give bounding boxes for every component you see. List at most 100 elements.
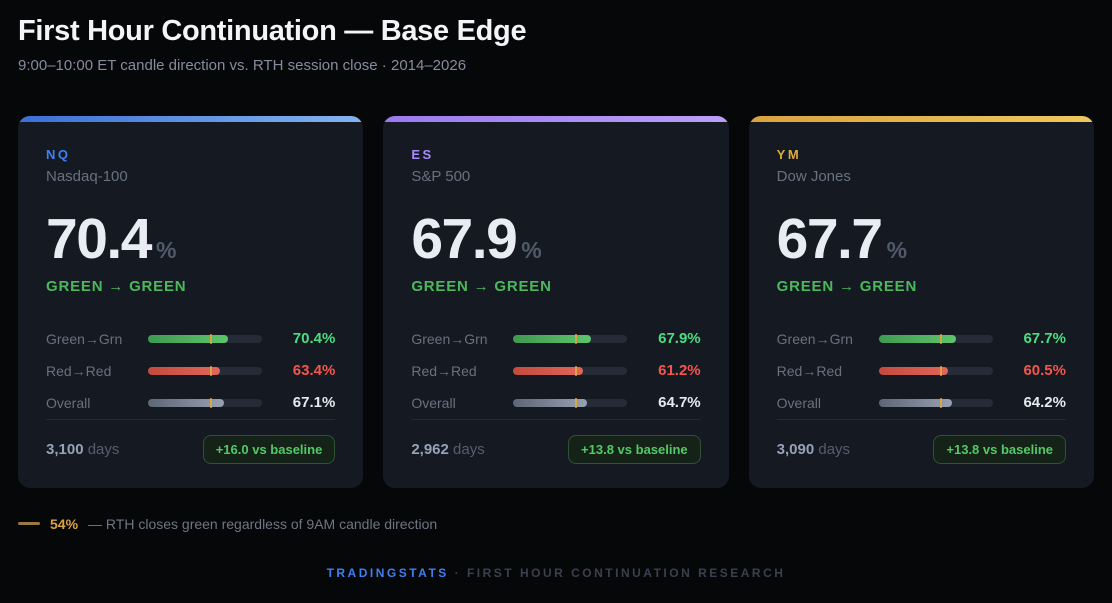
stat-rows: Green→Grn 67.7% Red→Red 60.5% xyxy=(777,323,1066,419)
card-footer: 3,100 days +16.0 vs baseline xyxy=(46,434,336,464)
days-count: 3,090 xyxy=(776,440,815,458)
progress-bar xyxy=(148,365,262,376)
stat-row-label: Green→Grn xyxy=(776,330,853,347)
brand-wordmark: TRADINGSTATS xyxy=(326,565,449,580)
direction-label: GREEN → GREEN xyxy=(776,277,918,295)
headline-stat: 67.9 % xyxy=(411,206,700,271)
card-accent-bar xyxy=(748,115,1094,122)
stat-row-label: Red→Red xyxy=(46,362,112,379)
instrument-symbol: YM xyxy=(776,146,802,162)
progress-bar-fill xyxy=(878,398,952,407)
card-accent-bar xyxy=(18,115,364,122)
page-title: First Hour Continuation — Base Edge xyxy=(18,15,527,47)
edge-badge: +16.0 vs baseline xyxy=(202,434,336,464)
progress-bar xyxy=(878,333,993,344)
stat-card-es: ES S&P 500 67.9 % GREEN → GREEN Green→Gr… xyxy=(383,115,729,488)
baseline-tick xyxy=(574,365,577,376)
progress-bar-fill xyxy=(513,366,584,375)
days-count: 2,962 xyxy=(411,440,449,458)
headline-value: 67.9 xyxy=(411,206,517,271)
progress-bar xyxy=(513,365,628,376)
card-footer: 3,090 days +13.8 vs baseline xyxy=(777,434,1066,464)
card-footer: 2,962 days +13.8 vs baseline xyxy=(411,434,701,464)
instrument-name: Dow Jones xyxy=(776,167,851,185)
stat-row-overall: Overall 67.1% xyxy=(46,387,335,419)
headline-stat: 67.7 % xyxy=(776,206,1066,271)
footer-text: FIRST HOUR CONTINUATION RESEARCH xyxy=(466,565,786,580)
baseline-legend: 54% — RTH closes green regardless of 9AM… xyxy=(18,516,1094,532)
stat-row-label: Green→Grn xyxy=(411,330,488,347)
days-label: days xyxy=(453,440,485,458)
stat-row-red: Red→Red 63.4% xyxy=(46,355,335,387)
stat-card-ym: YM Dow Jones 67.7 % GREEN → GREEN Green→… xyxy=(748,115,1094,488)
progress-bar xyxy=(148,333,262,344)
baseline-tick xyxy=(940,365,943,376)
instrument-symbol: ES xyxy=(411,146,434,162)
baseline-tick xyxy=(209,333,212,344)
page-footer: TRADINGSTATS · FIRST HOUR CONTINUATION R… xyxy=(18,566,1094,580)
stat-row-value: 63.4% xyxy=(292,362,336,380)
headline-value: 67.7 xyxy=(776,206,883,271)
days-count: 3,100 xyxy=(46,440,84,458)
stat-row-value: 61.2% xyxy=(658,362,701,380)
headline-unit: % xyxy=(886,236,908,263)
progress-bar xyxy=(513,333,628,344)
headline-unit: % xyxy=(521,236,542,263)
stat-row-value: 67.9% xyxy=(658,330,701,348)
days-label: days xyxy=(87,440,120,458)
page-subtitle: 9:00–10:00 ET candle direction vs. RTH s… xyxy=(18,56,467,74)
progress-bar-fill xyxy=(878,334,956,343)
stat-row-value: 60.5% xyxy=(1023,362,1066,380)
days-label: days xyxy=(818,440,851,458)
sample-size: 3,100 days xyxy=(46,441,119,458)
card-divider xyxy=(776,418,1066,420)
instrument-name: Nasdaq-100 xyxy=(46,167,128,185)
direction-label: GREEN → GREEN xyxy=(46,277,187,295)
card-divider xyxy=(411,418,701,420)
stat-rows: Green→Grn 70.4% Red→Red 63.4% xyxy=(46,323,335,419)
baseline-dash-icon xyxy=(18,522,40,526)
headline-stat: 70.4 % xyxy=(46,206,335,271)
baseline-description: — RTH closes green regardless of 9AM can… xyxy=(88,515,438,532)
baseline-tick xyxy=(209,397,212,408)
stat-cards-row: NQ Nasdaq-100 70.4 % GREEN → GREEN Green… xyxy=(18,115,1094,488)
stat-row-label: Green→Grn xyxy=(46,330,123,347)
baseline-tick xyxy=(940,333,943,344)
progress-bar xyxy=(878,397,993,408)
footer-separator: · xyxy=(454,565,462,580)
headline-unit: % xyxy=(155,236,177,263)
stat-row-value: 64.7% xyxy=(658,394,701,412)
stat-row-red: Red→Red 60.5% xyxy=(777,355,1066,387)
stat-row-overall: Overall 64.7% xyxy=(411,387,700,419)
progress-bar-fill xyxy=(878,366,948,375)
baseline-tick xyxy=(209,365,212,376)
edge-badge: +13.8 vs baseline xyxy=(933,434,1066,464)
stat-row-label: Overall xyxy=(776,394,822,411)
stat-rows: Green→Grn 67.9% Red→Red 61.2% xyxy=(411,323,700,419)
stat-row-red: Red→Red 61.2% xyxy=(411,355,700,387)
stat-row-value: 64.2% xyxy=(1023,394,1066,412)
progress-bar-fill xyxy=(513,334,591,343)
stat-row-label: Red→Red xyxy=(411,362,477,379)
stat-row-value: 67.7% xyxy=(1023,330,1066,348)
progress-bar-fill xyxy=(148,366,221,375)
headline-value: 70.4 xyxy=(46,206,152,271)
baseline-tick xyxy=(940,397,943,408)
progress-bar-fill xyxy=(148,398,225,407)
card-divider xyxy=(46,418,336,420)
sample-size: 2,962 days xyxy=(411,441,484,458)
progress-bar-fill xyxy=(148,334,229,343)
stat-row-value: 70.4% xyxy=(292,330,336,348)
stat-row-overall: Overall 64.2% xyxy=(777,387,1066,419)
sample-size: 3,090 days xyxy=(777,441,850,458)
stat-row-label: Overall xyxy=(411,394,456,411)
progress-bar xyxy=(513,397,628,408)
instrument-name: S&P 500 xyxy=(411,167,471,185)
stat-row-label: Red→Red xyxy=(776,362,843,379)
stat-row-label: Overall xyxy=(46,394,91,411)
progress-bar-fill xyxy=(513,398,588,407)
stat-row-value: 67.1% xyxy=(292,394,336,412)
stat-card-nq: NQ Nasdaq-100 70.4 % GREEN → GREEN Green… xyxy=(18,115,364,488)
direction-label: GREEN → GREEN xyxy=(411,277,552,295)
